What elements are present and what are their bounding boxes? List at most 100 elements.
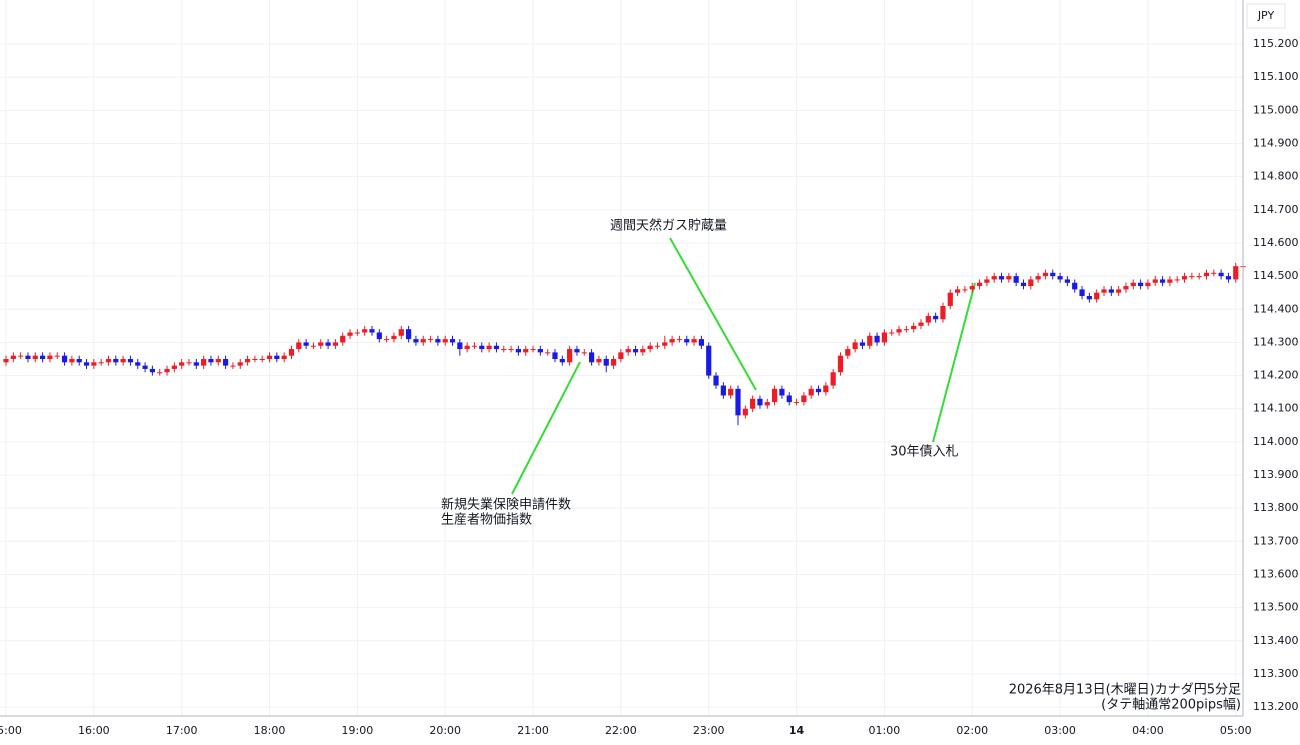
candle-body — [1225, 276, 1232, 280]
x-tick-label: 01:00 — [869, 724, 901, 737]
x-tick-label: 02:00 — [956, 724, 988, 737]
candle-body — [1101, 289, 1107, 293]
y-tick-label: 114.700 — [1253, 203, 1299, 216]
candle-body — [808, 388, 814, 396]
caption: (タテ軸通常200pips幅) — [1101, 698, 1241, 713]
candle-body — [1020, 282, 1027, 287]
candle-body — [508, 349, 514, 351]
candle-body — [984, 279, 990, 283]
candle-body — [896, 329, 902, 333]
candle-body — [83, 362, 90, 366]
candle-body — [537, 349, 543, 353]
y-tick-label: 114.900 — [1253, 137, 1299, 150]
candle-body — [786, 395, 792, 403]
x-tick-label: 19:00 — [342, 724, 374, 737]
candle-body — [1123, 286, 1129, 290]
candle-body — [523, 349, 529, 353]
candle-body — [837, 355, 844, 373]
candle-body — [1086, 296, 1092, 300]
candle-body — [288, 349, 295, 356]
candle-body — [720, 385, 726, 396]
candle-body — [1130, 282, 1136, 287]
candle-body — [545, 352, 551, 354]
candle-body — [969, 286, 975, 290]
candle-body — [347, 332, 353, 336]
candle-body — [1203, 272, 1210, 277]
annotation: 新規失業保険申請件数 — [441, 497, 571, 513]
candle-body — [266, 355, 273, 359]
y-tick-label: 113.800 — [1253, 501, 1299, 514]
candle-body — [618, 352, 624, 359]
candle-body — [1196, 276, 1202, 278]
candle-body — [574, 349, 580, 353]
candle-body — [852, 342, 858, 350]
candle-body — [976, 282, 983, 287]
candle-body — [581, 352, 587, 354]
candle-body — [310, 345, 317, 347]
candle-body — [98, 362, 104, 364]
candle-body — [991, 276, 997, 280]
candle-body — [40, 355, 46, 359]
candle-body — [706, 345, 712, 376]
candle-body — [1057, 276, 1063, 280]
candle-body — [1189, 276, 1195, 278]
annotation: 生産者物価指数 — [441, 512, 532, 528]
candle-body — [215, 358, 221, 363]
candle-body — [171, 365, 177, 369]
candle-body — [772, 388, 778, 403]
candle-body — [596, 358, 602, 363]
candle-body — [406, 329, 412, 340]
candle-body — [413, 339, 419, 343]
candle-body — [1218, 272, 1224, 277]
annotation: 週間天然ガス貯蔵量 — [610, 218, 727, 234]
candle-body — [354, 332, 360, 334]
candle-body — [1079, 289, 1085, 297]
candle-body — [764, 402, 770, 406]
candle-body — [332, 342, 338, 346]
candle-body — [925, 315, 931, 323]
y-tick-label: 115.100 — [1253, 70, 1299, 83]
candle-body — [384, 339, 390, 341]
candle-body — [881, 332, 887, 343]
candle-body — [940, 305, 946, 320]
candle-body — [435, 339, 441, 343]
candle-body — [911, 325, 917, 330]
y-tick-label: 113.500 — [1253, 601, 1299, 614]
candle-body — [955, 289, 961, 293]
candle-body — [486, 345, 492, 350]
candle-body — [1006, 276, 1012, 280]
candle-body — [603, 358, 609, 366]
candle-body — [742, 408, 748, 416]
candle-body — [567, 349, 573, 363]
candle-body — [1108, 289, 1114, 293]
candle-body — [1028, 279, 1034, 287]
x-tick-label: 03:00 — [1044, 724, 1076, 737]
y-tick-label: 115.200 — [1253, 37, 1299, 50]
candle-body — [274, 355, 280, 359]
candle-body — [640, 349, 646, 353]
candle-body — [654, 345, 661, 347]
candle-body — [201, 358, 207, 366]
annotation-leader — [669, 237, 757, 391]
candle-body — [552, 352, 558, 359]
y-tick-label: 113.300 — [1253, 667, 1299, 680]
candle-body — [1145, 282, 1151, 287]
candle-body — [376, 332, 382, 340]
candle-body — [493, 345, 500, 350]
candle-body — [933, 315, 939, 320]
candle-body — [530, 349, 536, 351]
candle-body — [757, 398, 763, 406]
candle-body — [1042, 272, 1049, 277]
candle-body — [398, 329, 404, 336]
annotation: 30年債入札 — [890, 445, 959, 460]
candle-body — [281, 355, 287, 359]
annotation-leader — [511, 361, 581, 495]
candle-body — [1167, 279, 1173, 283]
candle-body — [859, 342, 866, 346]
candle-body — [669, 339, 675, 343]
candle-body — [25, 355, 31, 359]
y-tick-label: 115.000 — [1253, 103, 1299, 116]
candle-body — [296, 342, 302, 350]
y-tick-label: 114.100 — [1253, 402, 1299, 415]
